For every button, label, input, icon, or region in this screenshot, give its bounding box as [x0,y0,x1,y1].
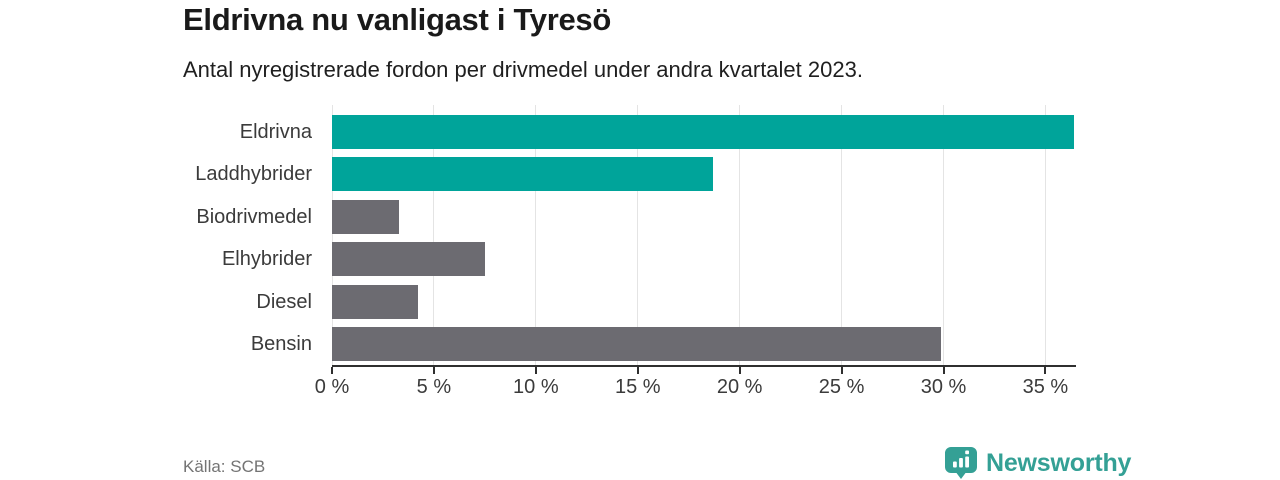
category-label-diesel: Diesel [256,290,312,313]
bar-bensin [332,327,942,361]
source-note: Källa: SCB [183,457,266,476]
x-axis-tick-label: 25 % [818,376,865,398]
gridline-x-20 [739,105,741,365]
category-label-elhybrider: Elhybrider [221,248,312,271]
chart-subtitle: Antal nyregistrerade fordon per drivmede… [183,57,863,82]
x-axis-tick-label: 0 % [314,376,350,398]
x-axis-tick-5 [432,367,435,374]
x-axis-line [332,365,1076,367]
x-axis-tick-label: 15 % [614,376,661,398]
gridline-x-15 [637,105,639,365]
category-label-biodrivmedel: Biodrivmedel [196,205,312,228]
x-axis-tick-30 [942,367,945,374]
gridline-x-10 [535,105,537,365]
brand-logo: Newsworthy [944,446,1131,480]
bar-elhybrider [332,242,485,277]
x-axis-tick-label: 30 % [920,376,967,398]
gridline-x-35 [1044,105,1046,365]
x-axis-tick-15 [636,367,639,374]
bar-laddhybrider [332,157,714,192]
chart-title: Eldrivna nu vanligast i Tyresö [183,2,611,37]
x-axis-tick-10 [534,367,537,374]
gridline-x-30 [943,105,944,365]
x-axis-tick-label: 10 % [513,376,559,398]
gridline-x-0 [331,105,333,365]
bar-eldrivna [332,115,1074,149]
gridline-x-25 [841,105,843,365]
bar-diesel [332,284,418,319]
plot-area: 0 % 5 % 10 % 15 % 20 % 25 % 30 % 35 % [315,105,1076,405]
category-label-bensin: Bensin [250,333,312,355]
x-axis-tick-25 [840,367,843,374]
x-axis-tick-label: 35 % [1022,376,1069,398]
brand-name: Newsworthy [986,448,1132,477]
gridline-x-5 [433,105,435,365]
bar-biodrivmedel [332,199,400,234]
newsworthy-pin-barchart-icon [945,447,977,479]
x-axis-tick-label: 5 % [416,376,452,398]
category-label-eldrivna: Eldrivna [239,121,312,143]
x-axis-tick-20 [738,367,741,374]
x-axis-tick-0 [331,367,333,374]
x-axis-tick-35 [1044,367,1047,374]
x-axis-tick-label: 20 % [716,376,763,398]
category-label-laddhybrider: Laddhybrider [195,163,312,186]
category-labels: Eldrivna Laddhybrider Biodrivmedel Elhybrid… [0,0,322,480]
